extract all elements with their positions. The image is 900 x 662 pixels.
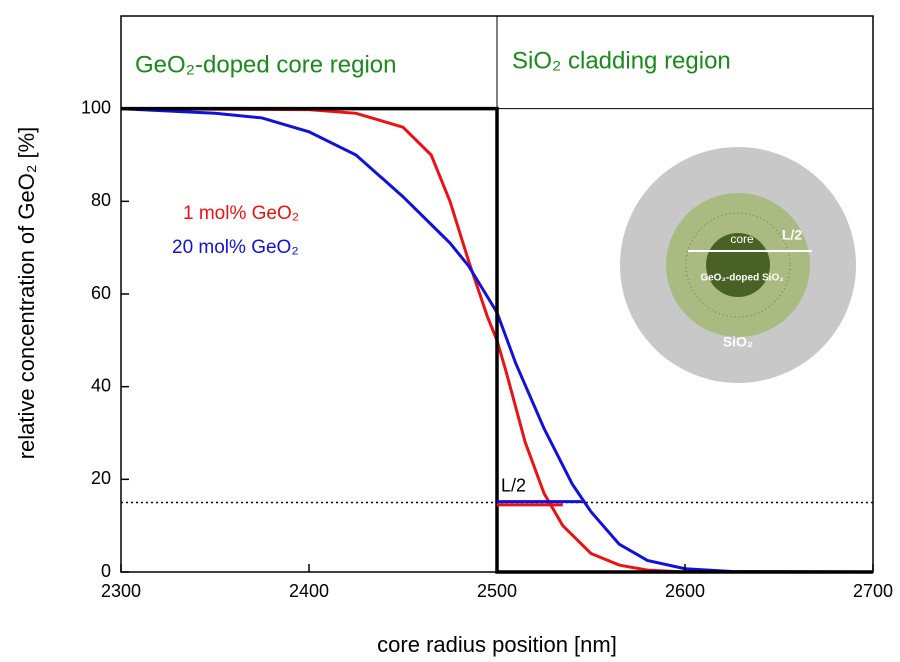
y-tick-label: 0	[101, 561, 111, 581]
annotation: L/2	[501, 475, 526, 495]
region-label: SiO₂ cladding region	[512, 47, 731, 74]
diffusion-circle	[685, 212, 791, 318]
y-tick-label: 60	[91, 283, 111, 303]
x-axis-label: core radius position [nm]	[377, 632, 617, 657]
y-tick-label: 40	[91, 375, 111, 395]
y-axis-label: relative concentration of GeO₂ [%]	[14, 127, 39, 460]
legend-entry: 20 mol% GeO₂	[172, 237, 299, 258]
legend-entry: 1 mol% GeO₂	[183, 203, 299, 224]
inset-label: core	[730, 232, 754, 246]
region-label: GeO₂-doped core region	[135, 51, 396, 78]
inset-label: SiO₂	[723, 334, 753, 350]
y-tick-label: 80	[91, 190, 111, 210]
x-tick-label: 2500	[477, 581, 517, 601]
series-line	[120, 107, 873, 574]
core-circle	[706, 233, 770, 297]
x-tick-label: 2400	[289, 581, 329, 601]
inset-label: L/2	[782, 227, 802, 243]
x-tick-label: 2700	[853, 581, 893, 601]
x-tick-label: 2300	[101, 581, 141, 601]
inset-label: GeO₂-doped SiO₂	[700, 273, 783, 284]
y-tick-label: 100	[81, 97, 111, 117]
x-tick-label: 2600	[665, 581, 705, 601]
y-tick-label: 20	[91, 468, 111, 488]
